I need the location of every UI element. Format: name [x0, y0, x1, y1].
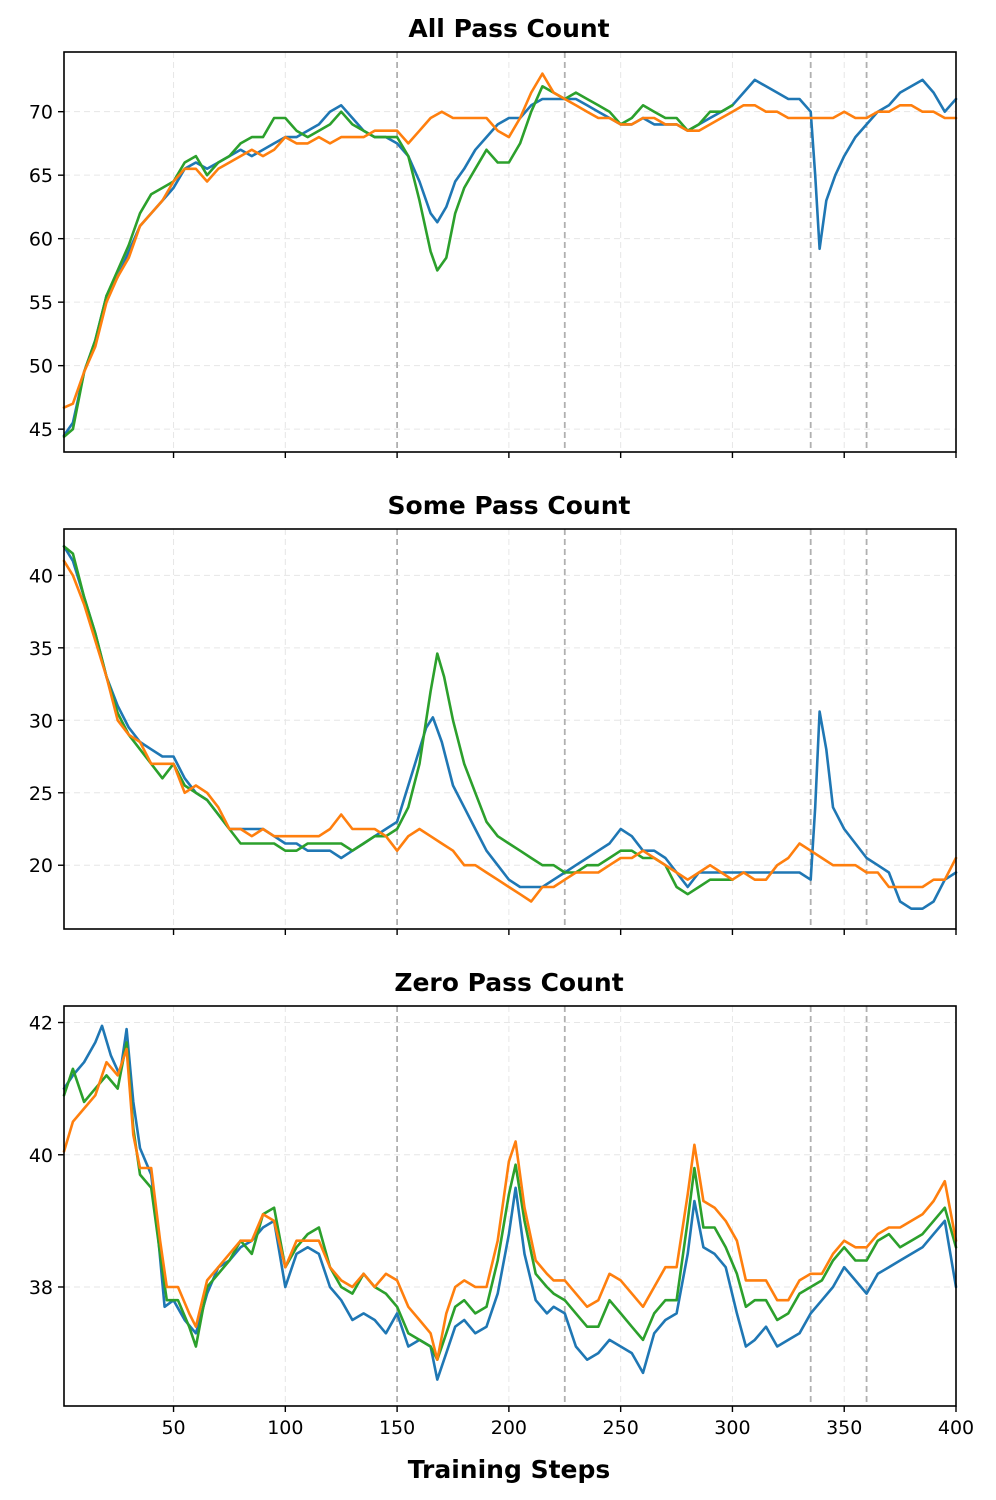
panel-title: Zero Pass Count	[394, 968, 623, 997]
x-axis-ticks	[172, 452, 957, 458]
x-tick-label: 200	[491, 1417, 527, 1439]
series-lines	[62, 545, 958, 910]
x-tick-label: 150	[379, 1417, 415, 1439]
x-axis-ticks	[172, 929, 957, 935]
y-tick-label: 40	[29, 1145, 53, 1167]
panel-some-pass-count: Some Pass Count 20 25 30 35 40	[29, 491, 958, 935]
y-tick-label: 40	[29, 565, 53, 587]
y-axis-ticks: 45 50 55 60 65 70	[29, 102, 64, 441]
y-tick-label: 20	[29, 855, 53, 877]
axes-frame	[63, 51, 957, 453]
y-tick-label: 35	[29, 638, 53, 660]
series-line-green	[62, 1041, 958, 1361]
y-tick-label: 55	[29, 292, 53, 314]
series-lines	[62, 1024, 958, 1381]
panel-title: All Pass Count	[408, 14, 609, 43]
axes-frame	[63, 1005, 957, 1407]
x-tick-label: 350	[826, 1417, 862, 1439]
x-tick-label: 100	[267, 1417, 303, 1439]
y-tick-label: 38	[29, 1277, 53, 1299]
x-tick-label: 250	[603, 1417, 639, 1439]
y-tick-label: 42	[29, 1013, 53, 1035]
y-axis-ticks: 20 25 30 35 40	[29, 565, 64, 877]
vertical-markers	[396, 52, 868, 452]
grid	[64, 529, 957, 929]
series-line-orange	[62, 559, 958, 903]
x-tick-label: 400	[938, 1417, 974, 1439]
y-tick-label: 60	[29, 229, 53, 251]
y-tick-label: 45	[29, 419, 53, 441]
panel-zero-pass-count: Zero Pass Count 38 40 42 50 100 150 200 250 300…	[29, 968, 974, 1439]
axes-frame	[63, 528, 957, 930]
series-lines	[62, 72, 958, 439]
x-tick-label: 300	[714, 1417, 750, 1439]
series-line-orange	[62, 1047, 958, 1361]
y-tick-label: 65	[29, 165, 53, 187]
vertical-markers	[396, 1006, 868, 1406]
y-tick-label: 30	[29, 710, 53, 732]
y-tick-label: 25	[29, 783, 53, 805]
series-line-orange	[62, 72, 958, 409]
panel-all-pass-count: All Pass Count 45 50 55 60 65 70	[29, 14, 958, 458]
x-tick-label: 50	[161, 1417, 185, 1439]
x-axis-label: Training Steps	[408, 1455, 611, 1484]
y-axis-ticks: 38 40 42	[29, 1013, 64, 1299]
y-tick-label: 70	[29, 102, 53, 124]
panel-title: Some Pass Count	[388, 491, 631, 520]
y-tick-label: 50	[29, 356, 53, 378]
x-axis-ticks: 50 100 150 200 250 300 350 400	[161, 1406, 974, 1439]
